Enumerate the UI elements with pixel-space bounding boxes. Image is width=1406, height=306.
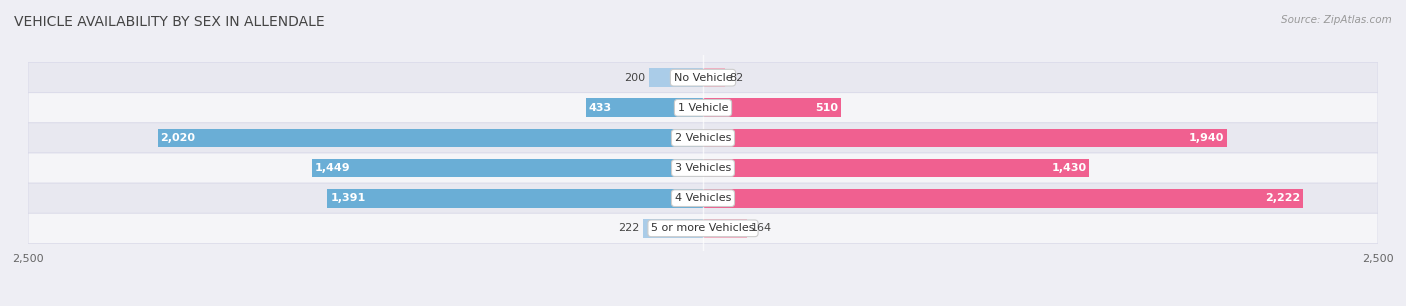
- Text: 1,449: 1,449: [315, 163, 350, 173]
- Text: No Vehicle: No Vehicle: [673, 73, 733, 83]
- FancyBboxPatch shape: [28, 93, 1378, 123]
- Text: 2,020: 2,020: [160, 133, 195, 143]
- FancyBboxPatch shape: [28, 213, 1378, 243]
- Text: 1 Vehicle: 1 Vehicle: [678, 103, 728, 113]
- Text: 3 Vehicles: 3 Vehicles: [675, 163, 731, 173]
- Text: Source: ZipAtlas.com: Source: ZipAtlas.com: [1281, 15, 1392, 25]
- Bar: [586, 99, 703, 117]
- Bar: [643, 219, 703, 238]
- Text: 1,940: 1,940: [1188, 133, 1225, 143]
- Bar: [703, 219, 747, 238]
- FancyBboxPatch shape: [28, 183, 1378, 213]
- Bar: [703, 189, 1303, 207]
- Bar: [157, 129, 703, 147]
- Text: 2,222: 2,222: [1265, 193, 1301, 203]
- Text: 1,430: 1,430: [1052, 163, 1087, 173]
- Text: 433: 433: [589, 103, 612, 113]
- Text: 2 Vehicles: 2 Vehicles: [675, 133, 731, 143]
- Text: 82: 82: [730, 73, 744, 83]
- Bar: [703, 159, 1090, 177]
- Text: 222: 222: [617, 223, 638, 233]
- Text: 200: 200: [624, 73, 645, 83]
- Bar: [312, 159, 703, 177]
- Bar: [703, 68, 725, 87]
- Bar: [328, 189, 703, 207]
- Text: 5 or more Vehicles: 5 or more Vehicles: [651, 223, 755, 233]
- Bar: [650, 68, 703, 87]
- FancyBboxPatch shape: [28, 153, 1378, 183]
- Text: 510: 510: [815, 103, 838, 113]
- FancyBboxPatch shape: [28, 123, 1378, 153]
- Text: 1,391: 1,391: [330, 193, 366, 203]
- Text: 4 Vehicles: 4 Vehicles: [675, 193, 731, 203]
- Bar: [703, 99, 841, 117]
- Bar: [703, 129, 1226, 147]
- FancyBboxPatch shape: [28, 63, 1378, 93]
- Text: 164: 164: [751, 223, 772, 233]
- Text: VEHICLE AVAILABILITY BY SEX IN ALLENDALE: VEHICLE AVAILABILITY BY SEX IN ALLENDALE: [14, 15, 325, 29]
